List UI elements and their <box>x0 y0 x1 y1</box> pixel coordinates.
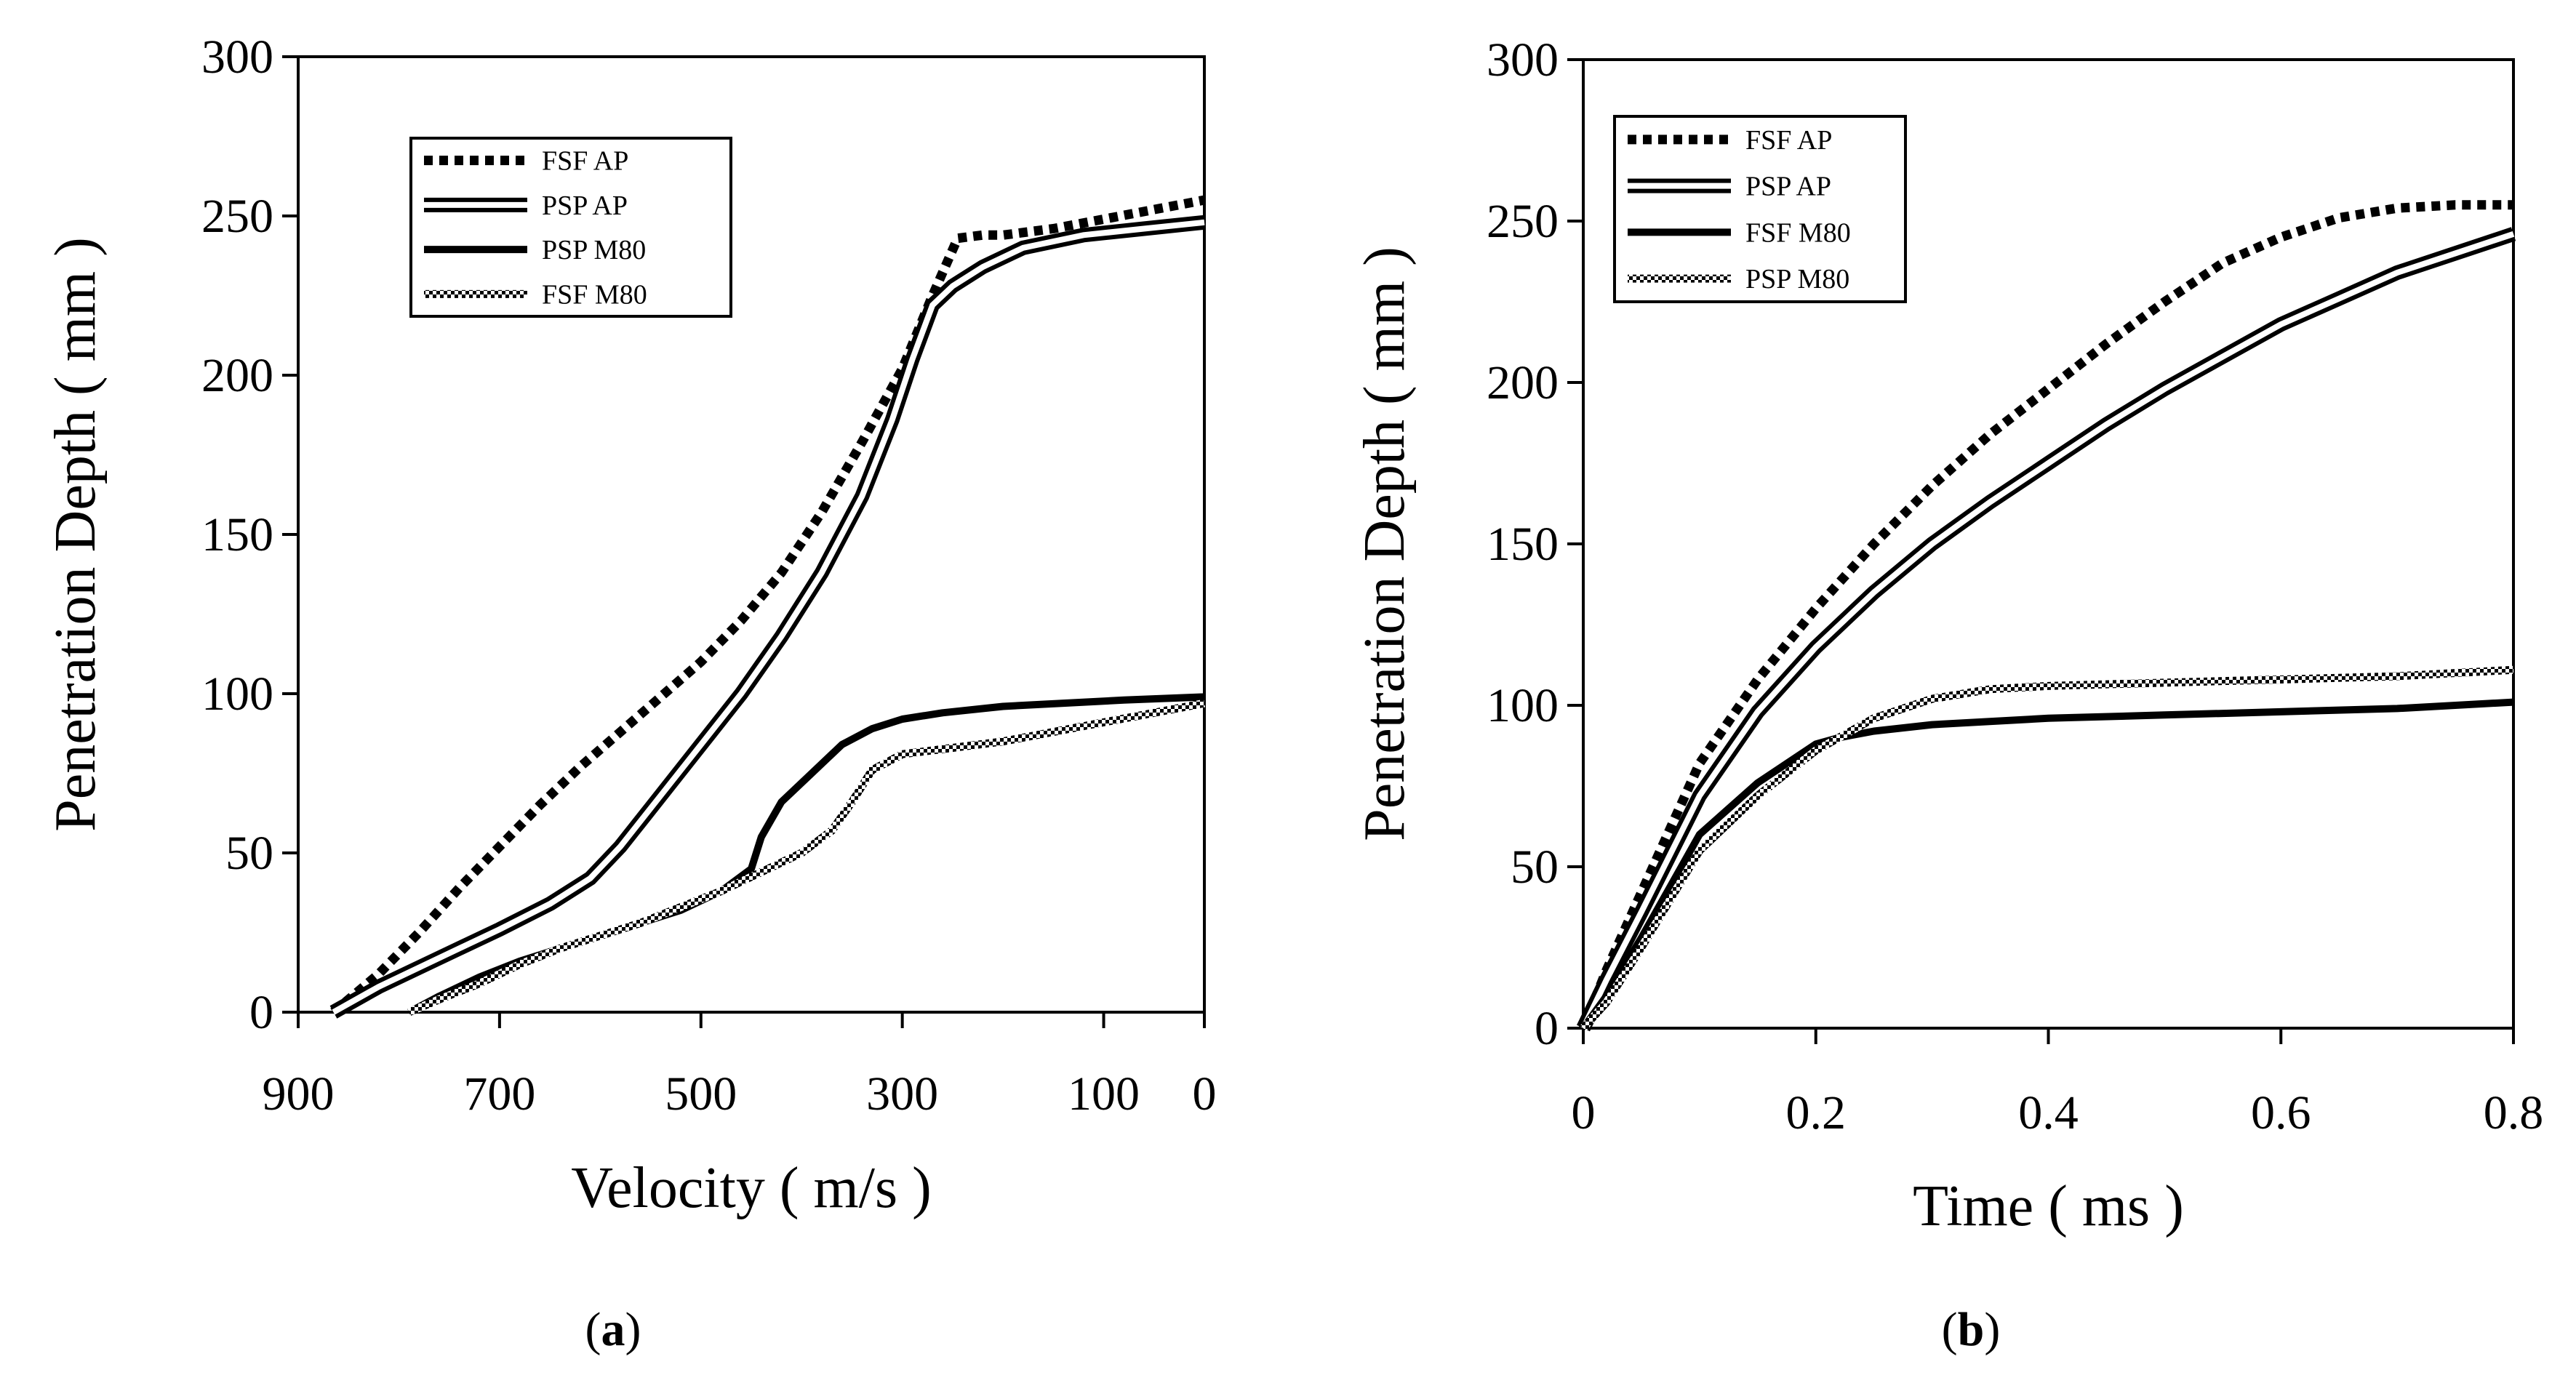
chart-a-ytick-label-300: 300 <box>201 31 273 84</box>
chart-b-ytick-label-50: 50 <box>1511 841 1559 894</box>
chart-a-ytick-label-100: 100 <box>201 668 273 721</box>
chart-b-series-fsf-m80 <box>1580 698 2514 1030</box>
chart-b-ytick-label-250: 250 <box>1487 195 1559 248</box>
chart-a-y-ticks: 0 50 100 150 200 250 300 <box>201 31 298 1039</box>
caption-b: (b) <box>1942 1303 2001 1356</box>
chart-b-xtick-label-0-8: 0.8 <box>2484 1086 2544 1139</box>
chart-a-series-fsf-m80-stroke <box>407 699 1206 1017</box>
chart-a-legend-label-psp-ap: PSP AP <box>542 191 628 221</box>
chart-a-ytick-label-250: 250 <box>201 190 273 243</box>
chart-b-xtick-label-0-6: 0.6 <box>2251 1086 2311 1139</box>
chart-b-time: 0 50 100 150 200 250 300 0 0.2 0.4 0.6 0.8 Time ( ms… <box>1353 33 2543 1238</box>
chart-a-xtick-label-300: 300 <box>866 1067 938 1121</box>
chart-b-series-group <box>1576 200 2516 1032</box>
chart-b-x-axis-title: Time ( ms ) <box>1913 1174 2184 1238</box>
chart-a-series-fsf-m80 <box>407 699 1206 1017</box>
chart-b-legend-label-psp-m80: PSP M80 <box>1745 264 1849 294</box>
chart-a-xtick-label-100: 100 <box>1068 1067 1140 1121</box>
chart-a-xtick-label-700: 700 <box>463 1067 535 1121</box>
chart-a-legend-label-fsf-m80: FSF M80 <box>542 279 647 310</box>
chart-b-series-psp-ap-inner <box>1580 231 2515 1030</box>
chart-b-xtick-label-0: 0 <box>1572 1086 1596 1139</box>
chart-b-ytick-label-200: 200 <box>1487 356 1559 409</box>
chart-a-velocity: 0 50 100 150 200 250 300 900 700 500 300 100 0 Veloci… <box>44 31 1217 1220</box>
chart-a-x-axis-title: Velocity ( m/s ) <box>571 1156 931 1220</box>
chart-a-series-fsf-ap <box>330 195 1206 1016</box>
chart-a-series-group <box>329 195 1206 1019</box>
chart-b-series-psp-ap <box>1576 227 2516 1032</box>
chart-b-series-psp-ap-outer <box>1576 227 2516 1032</box>
chart-a-xtick-label-500: 500 <box>665 1067 737 1121</box>
chart-a-series-psp-ap <box>329 215 1206 1019</box>
caption-a: (a) <box>585 1303 641 1356</box>
chart-a-xtick-label-0: 0 <box>1193 1067 1217 1121</box>
chart-a-xtick-label-900: 900 <box>263 1067 335 1121</box>
chart-b-legend-label-psp-ap: PSP AP <box>1745 172 1831 202</box>
chart-a-ytick-label-200: 200 <box>201 349 273 402</box>
chart-a-ytick-label-150: 150 <box>201 508 273 561</box>
chart-b-series-psp-m80 <box>1580 665 2514 1031</box>
chart-a-y-axis-title: Penetration Depth ( mm ) <box>44 237 108 832</box>
chart-b-xtick-label-0-2: 0.2 <box>1786 1086 1847 1139</box>
chart-b-ytick-label-0: 0 <box>1535 1002 1559 1055</box>
chart-a-ytick-label-0: 0 <box>249 986 273 1039</box>
chart-b-ytick-label-300: 300 <box>1487 33 1559 87</box>
chart-a-legend-box <box>409 137 732 318</box>
chart-b-series-fsf-ap <box>1578 200 2513 1030</box>
chart-b-legend-label-fsf-m80: FSF M80 <box>1745 217 1851 248</box>
chart-a-x-ticks: 900 700 500 300 100 0 <box>263 1012 1217 1121</box>
chart-a-legend: FSF AP PSP AP PSP M80 FSF M80 <box>409 137 732 318</box>
chart-b-xtick-label-0-4: 0.4 <box>2018 1086 2079 1139</box>
chart-b-legend: FSF AP PSP AP FSF M80 PSP M80 <box>1613 115 1907 303</box>
chart-a-legend-label-psp-m80: PSP M80 <box>542 235 646 265</box>
chart-b-ytick-label-100: 100 <box>1487 679 1559 732</box>
chart-b-x-ticks: 0 0.2 0.4 0.6 0.8 <box>1572 1028 2544 1139</box>
chart-b-series-fsf-m80-stroke <box>1580 698 2514 1030</box>
chart-b-y-ticks: 0 50 100 150 200 250 300 <box>1487 33 1583 1055</box>
chart-a-legend-label-fsf-ap: FSF AP <box>542 146 628 177</box>
chart-b-series-psp-m80-stroke <box>1580 665 2514 1031</box>
chart-b-legend-label-fsf-ap: FSF AP <box>1745 125 1832 156</box>
chart-a-ytick-label-50: 50 <box>225 827 273 880</box>
chart-a-series-fsf-ap-stroke <box>330 195 1206 1016</box>
chart-b-legend-box <box>1613 115 1907 303</box>
chart-a-series-psp-ap-outer <box>329 215 1206 1019</box>
chart-b-ytick-label-150: 150 <box>1487 518 1559 571</box>
caption-a-letter: a <box>601 1303 625 1356</box>
chart-a-series-psp-ap-inner <box>332 219 1205 1015</box>
chart-b-y-axis-title: Penetration Depth ( mm ) <box>1353 246 1417 841</box>
chart-b-series-fsf-ap-stroke <box>1578 200 2513 1030</box>
caption-b-letter: b <box>1958 1303 1985 1356</box>
